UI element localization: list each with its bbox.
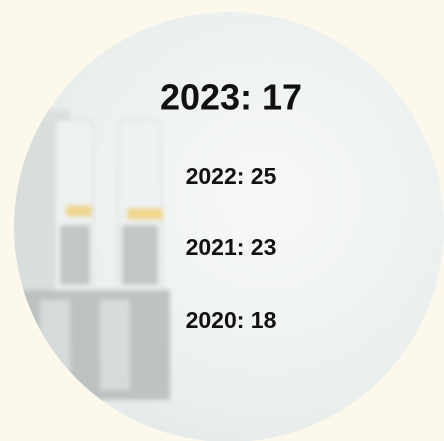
list-item: 2020: 18 [186,307,277,333]
headline-item: 2023: 17 [160,77,302,118]
list-item: 2021: 23 [186,234,277,260]
screen: 2023: 17 2022: 25 2021: 23 2020: 18 [0,0,444,441]
list-item: 2022: 25 [186,163,277,189]
photo [0,0,444,441]
page: {"items": ["2023: 17", "2022: 25", "2021… [0,0,444,441]
